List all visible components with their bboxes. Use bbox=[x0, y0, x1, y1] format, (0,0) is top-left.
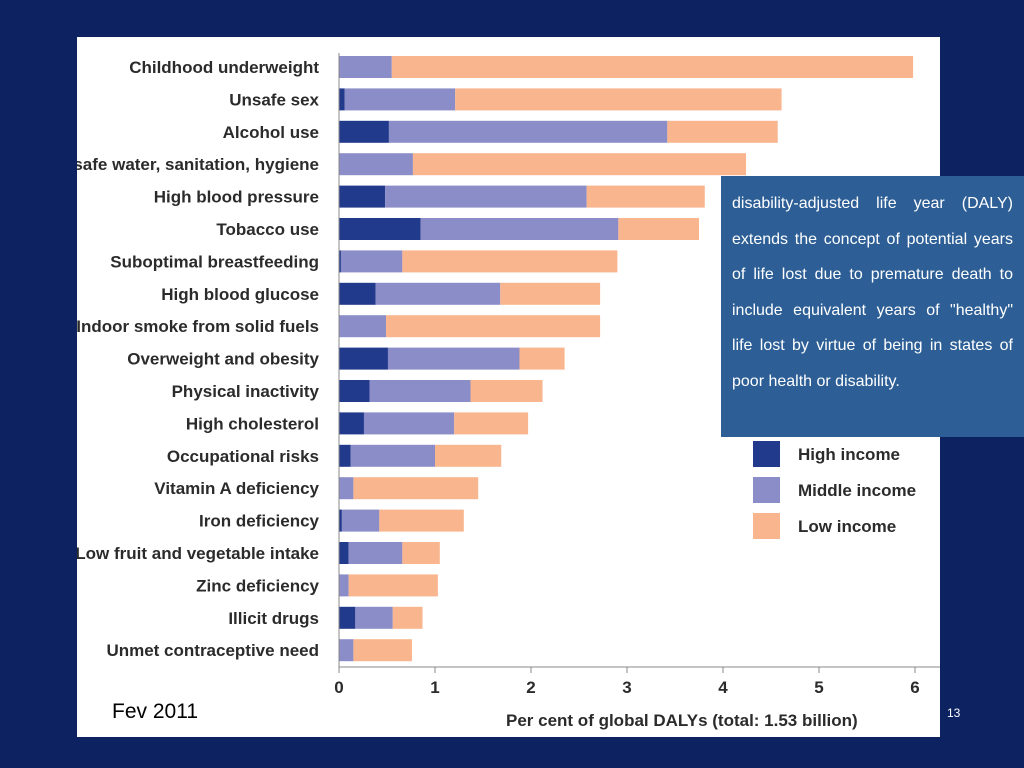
category-label-unmet-contraceptive-need: Unmet contraceptive need bbox=[106, 641, 319, 660]
legend-label-low-income: Low income bbox=[798, 517, 896, 536]
bar-iron-deficiency-low-income bbox=[379, 509, 464, 532]
bar-tobacco-use-middle-income bbox=[420, 218, 619, 240]
legend-swatch-low-income bbox=[753, 513, 780, 539]
category-label-childhood-underweight: Childhood underweight bbox=[129, 58, 319, 77]
category-label-suboptimal-breastfeeding: Suboptimal breastfeeding bbox=[110, 252, 319, 271]
legend-swatch-high-income bbox=[753, 441, 780, 467]
daly-definition-text: disability-adjusted life year (DALY) ext… bbox=[732, 195, 1013, 390]
bar-vitamin-a-deficiency-middle-income bbox=[339, 477, 354, 500]
legend-label-middle-income: Middle income bbox=[798, 481, 916, 500]
category-label-low-fruit-and-vegetable-intake: Low fruit and vegetable intake bbox=[77, 544, 319, 563]
x-axis-ticks: 0 1 2 3 4 5 6 bbox=[334, 667, 920, 697]
category-label-overweight-and-obesity: Overweight and obesity bbox=[127, 350, 319, 369]
bar-zinc-deficiency-low-income bbox=[348, 574, 438, 597]
category-label-alcohol-use: Alcohol use bbox=[223, 123, 319, 142]
bar-unmet-contraceptive-need-low-income bbox=[353, 639, 412, 662]
bar-high-cholesterol-high-income bbox=[339, 412, 364, 435]
legend: High income Middle income Low income bbox=[753, 441, 916, 539]
bar-physical-inactivity-low-income bbox=[470, 380, 543, 402]
category-labels: Childhood underweight Unsafe sex Alcohol u… bbox=[77, 58, 320, 660]
category-label-high-blood-pressure: High blood pressure bbox=[154, 188, 319, 207]
daly-chart: Childhood underweight Unsafe sex Alcohol u… bbox=[77, 53, 940, 730]
bar-childhood-underweight-low-income bbox=[391, 56, 914, 78]
bar-unmet-contraceptive-need-middle-income bbox=[339, 639, 354, 662]
bar-overweight-and-obesity-middle-income bbox=[387, 347, 520, 370]
bar-high-blood-pressure-middle-income bbox=[385, 185, 587, 208]
bar-iron-deficiency-middle-income bbox=[341, 509, 380, 532]
bar-unsafe-sex-high-income bbox=[339, 88, 345, 111]
bar-childhood-underweight-middle-income bbox=[339, 56, 392, 78]
category-label-occupational-risks: Occupational risks bbox=[167, 447, 319, 466]
bar-occupational-risks-high-income bbox=[339, 444, 351, 467]
bar-iron-deficiency-high-income bbox=[339, 509, 342, 532]
bar-suboptimal-breastfeeding-low-income bbox=[402, 250, 618, 273]
x-tick-label-2: 2 bbox=[526, 678, 535, 697]
category-label-illicit-drugs: Illicit drugs bbox=[228, 609, 319, 628]
bar-low-fruit-and-vegetable-intake-high-income bbox=[339, 542, 349, 564]
category-label-high-cholesterol: High cholesterol bbox=[186, 414, 319, 433]
category-label-vitamin-a-deficiency: Vitamin A deficiency bbox=[154, 479, 319, 498]
bar-tobacco-use-high-income bbox=[339, 218, 421, 240]
legend-label-high-income: High income bbox=[798, 445, 900, 464]
bar-indoor-smoke-from-solid-fuels-low-income bbox=[386, 315, 601, 338]
category-label-indoor-smoke-from-solid-fuels: Indoor smoke from solid fuels bbox=[77, 317, 319, 336]
legend-swatch-middle-income bbox=[753, 477, 780, 503]
bar-tobacco-use-low-income bbox=[618, 218, 699, 240]
bar-physical-inactivity-high-income bbox=[339, 380, 370, 402]
category-label-unsafe-water-sanitation-hygiene: Unsafe water, sanitation, hygiene bbox=[77, 155, 319, 174]
x-tick-label-3: 3 bbox=[622, 678, 631, 697]
bar-unsafe-sex-middle-income bbox=[344, 88, 456, 111]
bar-high-cholesterol-middle-income bbox=[363, 412, 455, 435]
bar-unsafe-water-sanitation-hygiene-middle-income bbox=[339, 153, 413, 176]
footer-date: Fev 2011 bbox=[112, 700, 198, 723]
x-tick-label-0: 0 bbox=[334, 678, 343, 697]
bar-high-blood-glucose-high-income bbox=[339, 282, 376, 305]
bar-high-blood-glucose-middle-income bbox=[375, 282, 501, 305]
bar-suboptimal-breastfeeding-high-income bbox=[339, 250, 341, 273]
bar-illicit-drugs-middle-income bbox=[355, 606, 393, 629]
bar-alcohol-use-low-income bbox=[667, 120, 778, 143]
x-tick-label-4: 4 bbox=[718, 678, 728, 697]
bar-low-fruit-and-vegetable-intake-low-income bbox=[402, 542, 440, 564]
bar-illicit-drugs-high-income bbox=[339, 606, 356, 629]
category-label-unsafe-sex: Unsafe sex bbox=[229, 90, 319, 109]
bar-overweight-and-obesity-low-income bbox=[519, 347, 565, 370]
category-label-high-blood-glucose: High blood glucose bbox=[161, 285, 319, 304]
bar-low-fruit-and-vegetable-intake-middle-income bbox=[348, 542, 403, 564]
bar-vitamin-a-deficiency-low-income bbox=[353, 477, 479, 500]
x-tick-label-1: 1 bbox=[430, 678, 439, 697]
category-label-physical-inactivity: Physical inactivity bbox=[172, 382, 320, 401]
category-label-iron-deficiency: Iron deficiency bbox=[199, 512, 320, 531]
bar-high-blood-glucose-low-income bbox=[500, 282, 601, 305]
bar-occupational-risks-low-income bbox=[435, 444, 502, 467]
x-tick-label-6: 6 bbox=[910, 678, 919, 697]
category-label-zinc-deficiency: Zinc deficiency bbox=[196, 576, 319, 595]
bar-unsafe-water-sanitation-hygiene-low-income bbox=[412, 153, 747, 176]
bar-alcohol-use-middle-income bbox=[388, 120, 668, 143]
page-number: 13 bbox=[947, 706, 961, 720]
bar-suboptimal-breastfeeding-middle-income bbox=[340, 250, 403, 273]
bar-high-blood-pressure-low-income bbox=[586, 185, 705, 208]
bar-physical-inactivity-middle-income bbox=[369, 380, 471, 402]
daly-definition-box: disability-adjusted life year (DALY) ext… bbox=[721, 176, 1024, 437]
bar-zinc-deficiency-middle-income bbox=[339, 574, 349, 597]
bar-indoor-smoke-from-solid-fuels-middle-income bbox=[339, 315, 387, 338]
bar-unsafe-sex-low-income bbox=[455, 88, 782, 111]
bar-illicit-drugs-low-income bbox=[392, 606, 423, 629]
bar-alcohol-use-high-income bbox=[339, 120, 389, 143]
bar-overweight-and-obesity-high-income bbox=[339, 347, 388, 370]
bar-high-cholesterol-low-income bbox=[454, 412, 529, 435]
x-tick-label-5: 5 bbox=[814, 678, 823, 697]
bars-layer bbox=[339, 56, 914, 662]
bar-occupational-risks-middle-income bbox=[350, 444, 435, 467]
category-label-tobacco-use: Tobacco use bbox=[216, 220, 319, 239]
x-axis-title: Per cent of global DALYs (total: 1.53 bi… bbox=[506, 711, 858, 730]
bar-high-blood-pressure-high-income bbox=[339, 185, 386, 208]
